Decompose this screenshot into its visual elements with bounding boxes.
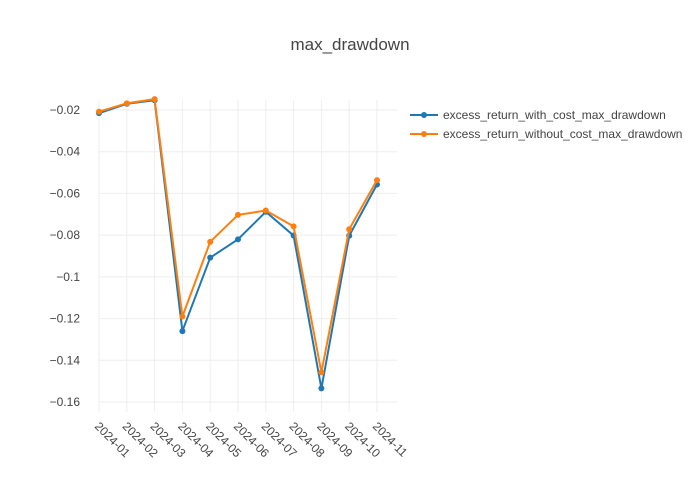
legend: excess_return_with_cost_max_drawdownexce… xyxy=(410,108,682,141)
data-point xyxy=(96,108,102,115)
y-tick-label: −0.16 xyxy=(50,395,81,409)
y-tick-label: −0.02 xyxy=(50,103,81,117)
y-tick-label: −0.1 xyxy=(56,270,80,284)
y-tick-label: −0.06 xyxy=(50,186,81,200)
data-point xyxy=(207,254,214,261)
grid-lines xyxy=(98,100,397,412)
data-point xyxy=(346,226,353,233)
data-point xyxy=(235,236,241,243)
legend-marker xyxy=(421,112,427,118)
chart-title: max_drawdown xyxy=(290,35,409,54)
y-tick-label: −0.04 xyxy=(50,145,81,159)
legend-marker xyxy=(421,131,427,137)
data-point xyxy=(207,238,214,245)
legend-label: excess_return_without_cost_max_drawdown xyxy=(443,127,682,141)
series-lines xyxy=(96,96,380,392)
data-point xyxy=(179,328,186,335)
data-point xyxy=(179,313,186,320)
data-point xyxy=(318,369,325,376)
data-point xyxy=(374,177,380,184)
y-tick-label: −0.08 xyxy=(50,228,81,242)
data-point xyxy=(151,96,158,103)
data-point xyxy=(123,100,130,107)
data-point xyxy=(235,211,241,218)
data-point xyxy=(262,207,269,214)
y-tick-label: −0.14 xyxy=(50,353,81,367)
y-tick-label: −0.12 xyxy=(50,312,81,326)
data-point xyxy=(318,385,325,392)
legend-label: excess_return_with_cost_max_drawdown xyxy=(443,108,666,122)
data-point xyxy=(290,223,297,230)
